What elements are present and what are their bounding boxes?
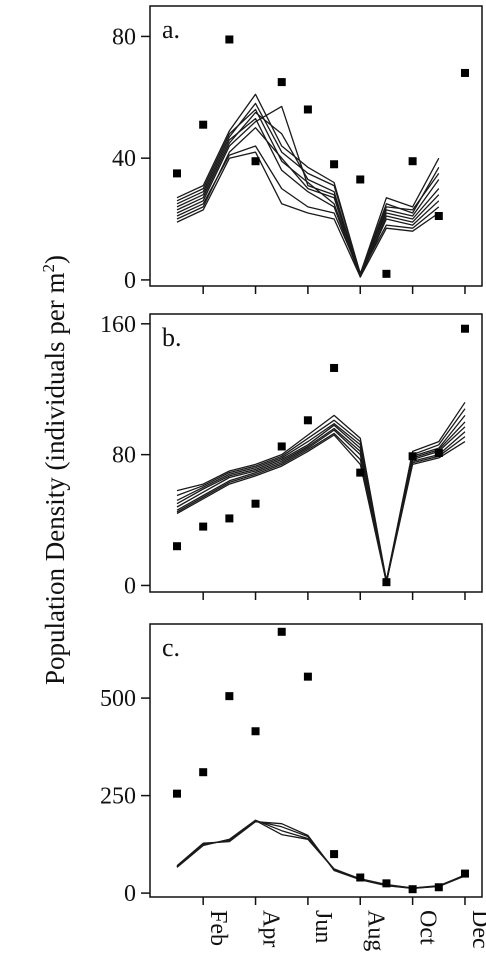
observed-point — [356, 468, 365, 477]
observed-point — [330, 363, 339, 372]
simulation-line — [176, 102, 440, 275]
observed-point — [199, 120, 208, 129]
y-tick-label: 0 — [124, 573, 136, 599]
y-tick-label: 80 — [112, 24, 136, 50]
observed-point — [173, 789, 181, 798]
observed-point — [173, 169, 181, 178]
y-tick-label: 250 — [100, 784, 136, 810]
observed-point — [434, 212, 443, 220]
observed-point — [408, 157, 417, 166]
observed-point — [251, 499, 260, 508]
month-label: Aug — [362, 910, 388, 951]
observed-point — [199, 768, 208, 777]
observed-point — [382, 578, 391, 587]
simulation-line — [176, 401, 466, 582]
observed-point — [356, 175, 365, 184]
y-tick-label: 40 — [112, 146, 136, 172]
month-label: Oct — [415, 910, 441, 945]
month-label: Dec — [467, 910, 486, 949]
y-axis-title-main: Population Density (individuals per m — [40, 273, 70, 685]
simulation-line — [176, 429, 466, 583]
simulation-line — [176, 414, 466, 583]
panel-label: c. — [162, 633, 180, 662]
observed-point — [460, 324, 469, 333]
observed-point — [460, 68, 469, 77]
observed-point — [330, 850, 339, 859]
y-tick-label: 80 — [112, 443, 136, 469]
observed-point — [225, 692, 234, 701]
panel-b: b. 0 80 160 — [100, 312, 483, 600]
observed-point — [277, 442, 286, 451]
panel-label: a. — [162, 15, 180, 44]
simulation-line — [176, 421, 466, 582]
panel-a: a. 0 40 80 — [112, 5, 483, 294]
simulation-line — [176, 434, 466, 583]
month-label: Feb — [205, 910, 231, 946]
y-axis-title-close: ) — [40, 255, 70, 264]
simulation-line — [176, 117, 440, 278]
y-tick-label: 0 — [124, 268, 136, 294]
y-tick-label: 160 — [100, 312, 136, 338]
panel-frame — [149, 5, 483, 287]
observed-point — [434, 883, 443, 892]
observed-point — [277, 78, 286, 87]
simulation-line — [176, 151, 440, 278]
y-axis-title-superscript: 2 — [39, 264, 58, 273]
simulation-line — [176, 111, 440, 278]
y-tick-label: 500 — [100, 686, 136, 712]
observed-point — [199, 522, 208, 531]
simulation-line — [176, 408, 466, 583]
y-axis-title: Population Density (individuals per m2) — [39, 255, 70, 685]
simulation-line — [176, 819, 466, 889]
month-label: Apr — [258, 910, 284, 947]
observed-point — [382, 269, 391, 278]
y-tick-label: 0 — [124, 881, 136, 907]
observed-point — [356, 873, 365, 882]
observed-point — [408, 885, 417, 894]
simulation-line — [176, 108, 440, 275]
panel-label: b. — [162, 323, 182, 352]
observed-point — [330, 160, 339, 169]
observed-point — [251, 157, 260, 166]
panel-c: c. 0 250 500 — [100, 623, 483, 907]
month-label: Jun — [310, 910, 336, 943]
observed-point — [251, 727, 260, 736]
panel-frame — [149, 623, 483, 898]
observed-point — [382, 879, 391, 888]
simulation-line — [176, 145, 440, 275]
month-axis: Feb Apr Jun Aug Oct Dec — [205, 910, 486, 951]
observed-point — [277, 627, 286, 636]
observed-point — [173, 542, 181, 551]
observed-point — [303, 416, 312, 425]
simulation-line — [176, 105, 440, 275]
simulation-line — [176, 93, 440, 275]
panel-frame — [149, 313, 483, 593]
observed-point — [408, 452, 417, 461]
observed-point — [303, 672, 312, 681]
simulation-line — [176, 432, 466, 582]
observed-point — [225, 514, 234, 523]
observed-point — [460, 869, 469, 878]
observed-point — [303, 105, 312, 114]
observed-point — [434, 449, 443, 457]
observed-point — [225, 35, 234, 44]
simulation-line — [176, 426, 466, 583]
